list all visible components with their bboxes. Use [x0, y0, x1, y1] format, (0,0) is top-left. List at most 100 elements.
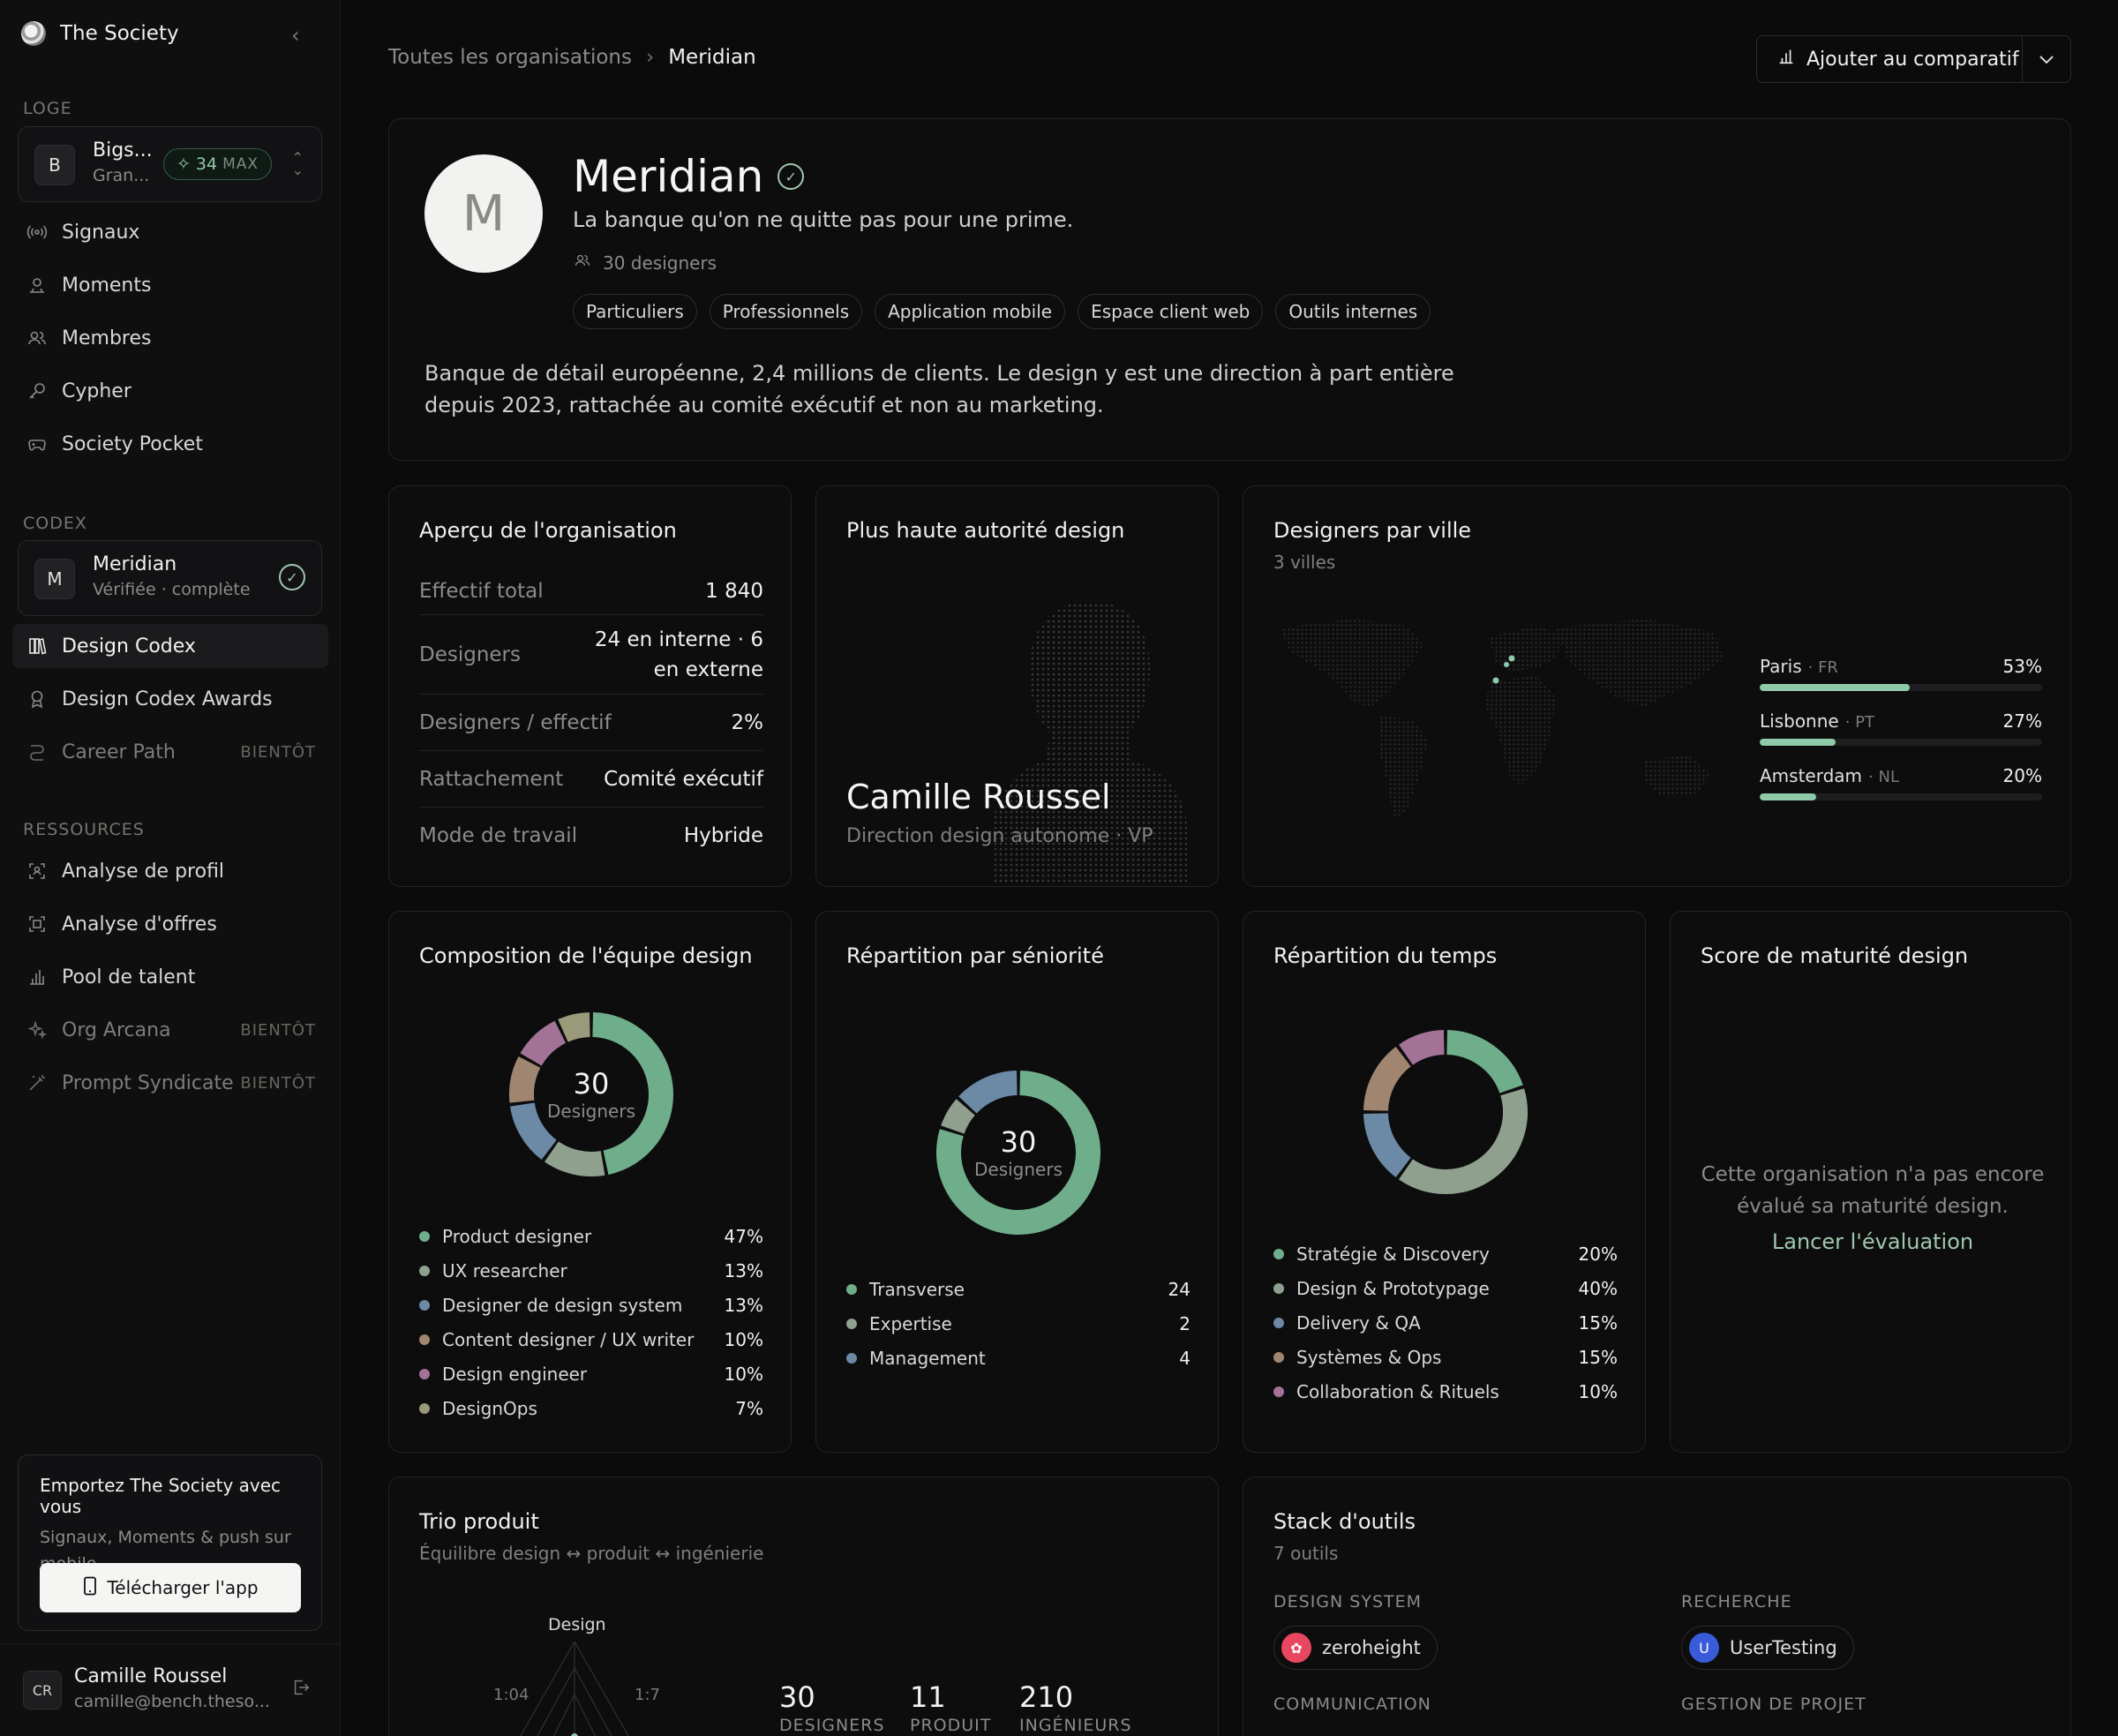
avatar: CR: [23, 1671, 62, 1710]
key-icon: [25, 379, 49, 403]
city-percent: 53%: [2002, 656, 2042, 677]
sidebar-item-label: Org Arcana: [62, 1018, 171, 1041]
codex-picker[interactable]: M Meridian Vérifiée · complète ✓: [18, 540, 322, 616]
brand[interactable]: The Society: [21, 21, 179, 46]
city-percent: 20%: [2002, 765, 2042, 786]
sidebar-item-signaux[interactable]: Signaux: [12, 210, 328, 254]
city-name: Paris: [1760, 656, 1802, 677]
overview-row: Designers / effectif 2%: [419, 695, 763, 751]
donut-segment: [558, 1012, 591, 1042]
city-row: Lisbonne · PT 27%: [1760, 710, 2042, 746]
legend-item: Design engineer 10%: [419, 1356, 763, 1391]
overview-row: Mode de travail Hybride: [419, 808, 763, 864]
legend-label: DesignOps: [442, 1397, 537, 1419]
donut-segment: [941, 1099, 976, 1135]
legend-dot: [419, 1402, 430, 1414]
download-app-button[interactable]: Télécharger l'app: [40, 1563, 301, 1612]
sidebar-item-pool-talent[interactable]: Pool de talent: [12, 955, 328, 999]
legend-item: Management 4: [846, 1341, 1190, 1375]
trio-stat-number: 30: [779, 1680, 815, 1714]
designers-count: 30 designers: [573, 252, 717, 274]
tool-category: COMMUNICATION: [1273, 1695, 1431, 1714]
seniority-donut: [936, 1071, 1100, 1235]
city-bar: [1760, 684, 2042, 691]
sidebar-item-prompt-syndicate: Prompt Syndicate BIENTÔT: [12, 1061, 328, 1105]
legend-item: UX researcher 13%: [419, 1253, 763, 1288]
time-legend: Stratégie & Discovery 20% Design & Protot…: [1273, 1236, 1618, 1409]
logout-icon[interactable]: [291, 1678, 311, 1702]
breadcrumb-root-link[interactable]: Toutes les organisations: [388, 46, 632, 69]
maturity-title: Score de maturité design: [1701, 943, 1969, 968]
collapse-sidebar-icon[interactable]: ‹: [291, 23, 300, 48]
legend-value: 4: [1179, 1347, 1190, 1369]
legend-item: Designer de design system 13%: [419, 1288, 763, 1322]
loge-title: Bigs...: [93, 139, 153, 162]
trio-stat-number: 11: [910, 1680, 946, 1714]
legend-label: Design & Prototypage: [1296, 1277, 1490, 1299]
legend-label: Delivery & QA: [1296, 1311, 1421, 1334]
codex-subtitle: Vérifiée · complète: [93, 580, 251, 599]
product-trio-card: Trio produit Équilibre design ↔ produit …: [388, 1477, 1219, 1736]
composition-center: 30 Designers: [507, 1067, 675, 1122]
tool-chip[interactable]: ✿ zeroheight: [1273, 1626, 1438, 1670]
legend-dot: [1273, 1386, 1284, 1397]
legend-value: 13%: [724, 1294, 763, 1316]
sidebar-item-design-codex-awards[interactable]: Design Codex Awards: [12, 677, 328, 721]
sidebar-item-analyse-offres[interactable]: Analyse d'offres: [12, 902, 328, 946]
legend-item: Collaboration & Rituels 10%: [1273, 1374, 1618, 1409]
sidebar-item-analyse-profil[interactable]: Analyse de profil: [12, 849, 328, 893]
sidebar-item-label: Signaux: [62, 221, 140, 244]
tools-subtitle: 7 outils: [1273, 1543, 1339, 1564]
loge-avatar: B: [34, 145, 75, 185]
city-bar: [1760, 739, 2042, 746]
bar-chart-icon: [25, 965, 49, 989]
trio-stat: 210 INGÉNIEURS: [1019, 1680, 1132, 1735]
sidebar-item-label: Career Path: [62, 740, 176, 763]
overview-key: Designers: [419, 643, 521, 666]
donut-segment: [1363, 1046, 1412, 1112]
donut-segment: [958, 1071, 1018, 1114]
tool-chip[interactable]: U UserTesting: [1681, 1626, 1854, 1670]
sidebar-item-membres[interactable]: Membres: [12, 316, 328, 360]
trio-stat: 11 PRODUIT: [910, 1680, 991, 1735]
legend-dot: [419, 1299, 430, 1311]
legend-dot: [419, 1265, 430, 1276]
loge-picker[interactable]: B Bigs... Gran... ✧ 34 MAX ⌃ ⌄: [18, 126, 322, 202]
tag-chip: Outils internes: [1275, 294, 1431, 329]
overview-key: Mode de travail: [419, 824, 578, 847]
legend-value: 24: [1168, 1278, 1190, 1300]
seniority-center: 30 Designers: [935, 1125, 1102, 1180]
sidebar-item-cypher[interactable]: Cypher: [12, 369, 328, 413]
legend-dot: [1273, 1351, 1284, 1363]
signal-icon: [25, 220, 49, 244]
trio-stat-label: INGÉNIEURS: [1019, 1716, 1132, 1735]
app-promo: Emportez The Society avec vous Signaux, …: [18, 1454, 322, 1631]
trio-title: Trio produit: [419, 1509, 539, 1534]
user-account[interactable]: CR Camille Roussel camille@bench.theso..…: [0, 1643, 341, 1736]
donut-segment: [936, 1071, 1100, 1235]
bar-chart-icon: [1776, 47, 1796, 71]
sidebar-item-society-pocket[interactable]: Society Pocket: [12, 422, 328, 466]
sidebar-item-label: Pool de talent: [62, 966, 196, 988]
start-evaluation-link[interactable]: Lancer l'évaluation: [1771, 1229, 1974, 1254]
promo-title: Emportez The Society avec vous: [40, 1475, 282, 1517]
legend-label: Transverse: [869, 1278, 965, 1300]
donut-segment: [544, 1141, 605, 1176]
overview-key: Rattachement: [419, 767, 564, 791]
compare-dropdown-toggle[interactable]: [2023, 50, 2070, 69]
legend-label: Expertise: [869, 1312, 952, 1334]
donut-segment: [591, 1012, 673, 1175]
tag-chip: Particuliers: [573, 294, 697, 329]
city-bar-fill: [1760, 793, 1816, 800]
legend-value: 47%: [724, 1225, 763, 1247]
user-email: camille@bench.theso...: [74, 1692, 270, 1711]
award-icon: [25, 687, 49, 711]
trio-stat: 30 DESIGNERS: [779, 1680, 885, 1735]
donut-segment: [1446, 1030, 1523, 1094]
tool-stack-card: Stack d'outils 7 outils DESIGN SYSTEM ✿ …: [1243, 1477, 2071, 1736]
sidebar-item-moments[interactable]: Moments: [12, 263, 328, 307]
sidebar-item-design-codex[interactable]: Design Codex: [12, 624, 328, 668]
legend-item: Content designer / UX writer 10%: [419, 1322, 763, 1356]
add-to-compare-button[interactable]: Ajouter au comparatif: [1757, 36, 2023, 82]
city-bar: [1760, 793, 2042, 800]
